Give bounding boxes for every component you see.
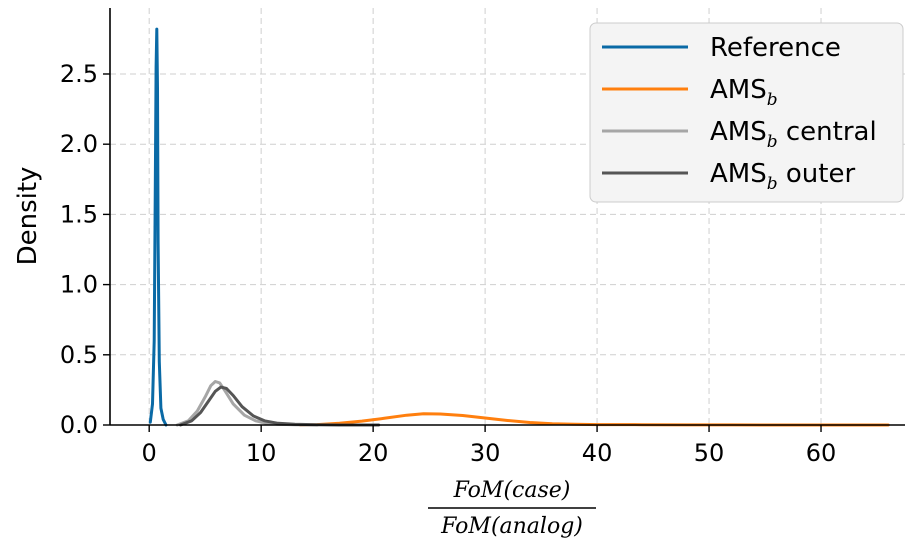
- legend-label-main: AMS: [710, 117, 767, 147]
- x-tick-label: 30: [470, 439, 501, 467]
- x-ticks: 0 10 20 30 40 50 60: [142, 425, 837, 467]
- x-axis-title-numerator: FoM(case): [453, 478, 571, 503]
- legend-label-subscript: b: [767, 132, 778, 152]
- y-tick-label: 2.0: [60, 130, 98, 158]
- series-line-reference: [148, 27, 168, 427]
- x-tick-label: 60: [806, 439, 837, 467]
- x-tick-label: 10: [246, 439, 277, 467]
- series-line-amsb: [298, 412, 890, 427]
- legend-label-main: AMS: [710, 159, 767, 189]
- y-tick-label: 2.5: [60, 60, 98, 88]
- series-line-amsb-outer: [179, 385, 381, 427]
- x-tick-label: 40: [582, 439, 613, 467]
- legend-box: [589, 22, 904, 203]
- y-tick-label: 0.5: [60, 341, 98, 369]
- legend-label-amsb-outer: AMSb outer: [710, 159, 855, 194]
- x-axis-title-denominator: FoM(analog): [440, 514, 583, 539]
- x-axis-title: FoM(case) FoM(analog): [428, 478, 596, 539]
- x-tick-label: 20: [358, 439, 389, 467]
- y-tick-label: 1.0: [60, 271, 98, 299]
- x-tick-label: 50: [694, 439, 725, 467]
- legend-label-reference: Reference: [710, 33, 841, 63]
- y-ticks: 0.0 0.5 1.0 1.5 2.0 2.5: [60, 60, 110, 439]
- x-tick-label: 0: [142, 439, 157, 467]
- legend-label-amsb-central: AMSb central: [710, 117, 877, 152]
- series-line-amsb-central: [175, 380, 319, 427]
- legend-label-main: Reference: [710, 33, 841, 63]
- y-axis-title: Density: [13, 167, 43, 266]
- legend-label-suffix: outer: [778, 159, 856, 189]
- legend-label-subscript: b: [767, 90, 778, 110]
- legend-label-subscript: b: [767, 174, 778, 194]
- axes: [109, 8, 905, 426]
- y-tick-label: 0.0: [60, 411, 98, 439]
- legend-label-suffix: central: [778, 117, 877, 147]
- legend-label-amsb: AMSb: [710, 75, 778, 110]
- y-tick-label: 1.5: [60, 200, 98, 228]
- legend-label-main: AMS: [710, 75, 767, 105]
